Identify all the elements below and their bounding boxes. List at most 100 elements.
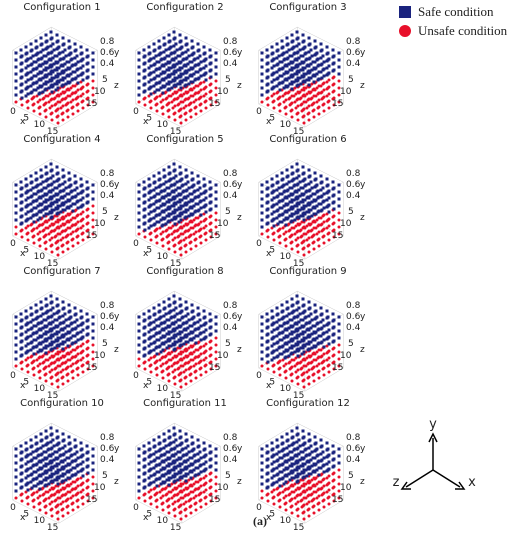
safe-point: [172, 454, 175, 457]
unsafe-point: [195, 356, 198, 359]
safe-point: [158, 436, 161, 439]
safe-point: [193, 184, 196, 187]
safe-point: [15, 483, 18, 486]
unsafe-point: [168, 241, 171, 244]
safe-point: [25, 178, 28, 181]
unsafe-point: [174, 369, 177, 372]
y-axis-label: y: [114, 444, 120, 454]
y-tick-label: 0.6: [223, 312, 238, 322]
unsafe-point: [303, 379, 306, 382]
safe-point: [161, 322, 164, 325]
safe-point: [296, 163, 299, 166]
unsafe-point: [200, 242, 203, 245]
safe-point: [72, 460, 75, 463]
safe-point: [168, 298, 171, 301]
safe-point: [156, 346, 159, 349]
safe-point: [43, 55, 46, 58]
unsafe-point: [323, 242, 326, 245]
unsafe-point: [185, 244, 188, 247]
safe-point: [144, 208, 147, 211]
safe-point: [289, 319, 292, 322]
unsafe-point: [51, 223, 54, 226]
unsafe-point: [291, 234, 294, 237]
safe-point: [200, 325, 203, 328]
unsafe-point: [51, 508, 54, 511]
safe-point: [321, 445, 324, 448]
unsafe-point: [190, 373, 193, 376]
safe-point: [178, 325, 181, 328]
safe-point: [61, 460, 64, 463]
safe-point: [338, 73, 341, 76]
safe-point: [291, 220, 294, 223]
safe-point: [170, 442, 173, 445]
safe-point: [282, 310, 285, 313]
z-tick-label: 10: [340, 87, 352, 97]
unsafe-point: [82, 232, 85, 235]
safe-point: [150, 475, 153, 478]
safe-point: [62, 84, 65, 87]
unsafe-point: [156, 374, 159, 377]
safe-point: [150, 454, 153, 457]
unsafe-point: [285, 245, 288, 248]
unsafe-point: [180, 490, 183, 493]
safe-point: [21, 472, 24, 475]
z-tick-label: 15: [86, 363, 97, 373]
unsafe-point: [200, 96, 203, 99]
safe-point: [182, 448, 185, 451]
safe-point: [27, 204, 30, 207]
safe-point: [185, 473, 188, 476]
unsafe-point: [168, 234, 171, 237]
safe-point: [50, 196, 53, 199]
unsafe-point: [303, 122, 306, 125]
safe-point: [26, 448, 29, 451]
unsafe-point: [57, 379, 60, 382]
safe-point: [87, 472, 90, 475]
panel-title: Configuration 4: [23, 134, 100, 145]
safe-point: [21, 90, 24, 93]
unsafe-point: [323, 353, 326, 356]
panel-title: Configuration 3: [269, 2, 346, 13]
unsafe-point: [82, 371, 85, 374]
unsafe-point: [210, 90, 213, 93]
safe-point: [267, 340, 270, 343]
unsafe-point: [156, 506, 159, 509]
unsafe-point: [210, 347, 213, 350]
safe-point: [92, 469, 95, 472]
unsafe-point: [72, 231, 75, 234]
safe-point: [296, 64, 299, 67]
safe-point: [62, 466, 65, 469]
unsafe-point: [62, 105, 65, 108]
safe-point: [315, 178, 318, 181]
unsafe-point: [333, 354, 336, 357]
unsafe-point: [72, 488, 75, 491]
safe-point: [56, 199, 59, 202]
y-tick-label: 0.8: [346, 37, 361, 47]
safe-point: [289, 187, 292, 190]
panel-title: Configuration 12: [266, 398, 350, 409]
unsafe-point: [15, 497, 18, 500]
safe-point: [143, 181, 146, 184]
safe-point: [159, 442, 162, 445]
safe-point: [87, 333, 90, 336]
safe-point: [285, 203, 288, 206]
unsafe-point: [185, 230, 188, 233]
unsafe-point: [156, 110, 159, 113]
safe-point: [55, 325, 58, 328]
z-tick-label: 15: [86, 495, 97, 505]
z-tick-label: 15: [209, 495, 220, 505]
safe-point: [68, 172, 71, 175]
safe-point: [311, 319, 314, 322]
unsafe-point: [279, 228, 282, 231]
safe-point: [70, 316, 73, 319]
safe-point: [204, 184, 207, 187]
unsafe-point: [168, 366, 171, 369]
safe-point: [51, 348, 54, 351]
unsafe-point: [308, 376, 311, 379]
unsafe-point: [285, 231, 288, 234]
safe-point: [174, 70, 177, 73]
unsafe-point: [174, 119, 177, 122]
unsafe-point: [318, 99, 321, 102]
unsafe-point: [205, 489, 208, 492]
safe-point: [33, 214, 36, 217]
